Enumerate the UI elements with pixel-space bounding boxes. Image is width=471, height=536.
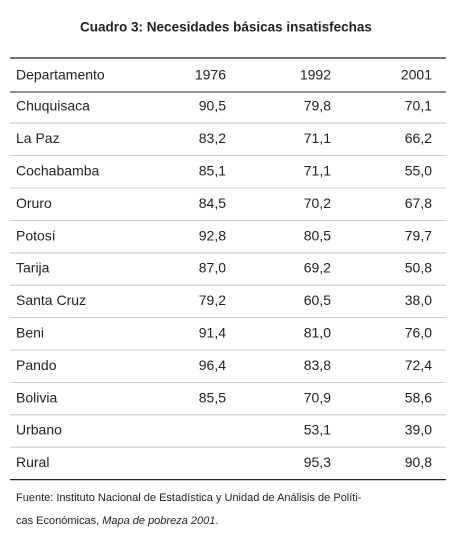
cell-value: 85,1 <box>199 163 226 179</box>
row-label: Chuquisaca <box>16 98 90 114</box>
cell-value: 79,8 <box>304 98 331 114</box>
cell-value: 70,9 <box>304 389 331 405</box>
cell-value: 71,1 <box>304 130 331 146</box>
row-label: Rural <box>16 454 49 470</box>
cell-value: 60,5 <box>304 292 331 308</box>
row-label: Pando <box>16 357 57 373</box>
cell-value: 83,2 <box>199 130 226 146</box>
footnote-text: cas Económicas, <box>16 515 102 527</box>
cell-value: 90,8 <box>405 454 432 470</box>
column-header: Departamento <box>16 67 105 83</box>
cell-value: 66,2 <box>405 130 432 146</box>
cell-value: 72,4 <box>405 357 432 373</box>
column-header: 1992 <box>300 67 331 83</box>
cell-value: 91,4 <box>199 325 226 341</box>
row-label: Bolivia <box>16 389 57 405</box>
cell-value: 95,3 <box>304 454 331 470</box>
cell-value: 76,0 <box>405 325 432 341</box>
footnote-line: Fuente: Instituto Nacional de Estadístic… <box>16 492 362 504</box>
cell-value: 87,0 <box>199 260 226 276</box>
cell-value: 69,2 <box>304 260 331 276</box>
footnote-text: . <box>215 515 218 527</box>
row-label: Beni <box>16 325 44 341</box>
cell-value: 79,2 <box>199 292 226 308</box>
source-title: Mapa de pobreza 2001 <box>102 515 215 527</box>
row-label: Urbano <box>16 422 62 438</box>
column-header: 1976 <box>195 67 226 83</box>
cell-value: 39,0 <box>405 422 432 438</box>
cell-value: 92,8 <box>199 227 226 243</box>
cell-value: 67,8 <box>405 195 432 211</box>
row-label: Oruro <box>16 195 52 211</box>
cell-value: 90,5 <box>199 98 226 114</box>
row-label: Potosí <box>16 227 56 243</box>
row-label: La Paz <box>16 130 60 146</box>
cell-value: 81,0 <box>304 325 331 341</box>
cell-value: 53,1 <box>304 422 331 438</box>
cell-value: 58,6 <box>405 389 432 405</box>
cell-value: 80,5 <box>304 227 331 243</box>
cell-value: 85,5 <box>199 389 226 405</box>
cell-value: 79,7 <box>405 227 432 243</box>
column-header: 2001 <box>401 67 432 83</box>
cell-value: 70,1 <box>405 98 432 114</box>
cell-value: 84,5 <box>199 195 226 211</box>
row-label: Cochabamba <box>16 163 99 179</box>
cell-value: 71,1 <box>304 163 331 179</box>
cell-value: 38,0 <box>405 292 432 308</box>
cell-value: 55,0 <box>405 163 432 179</box>
table-title: Cuadro 3: Necesidades básicas insatisfec… <box>80 20 372 35</box>
row-label: Tarija <box>16 260 50 276</box>
footnote-line: cas Económicas, Mapa de pobreza 2001. <box>16 515 218 527</box>
cell-value: 83,8 <box>304 357 331 373</box>
cell-value: 96,4 <box>199 357 226 373</box>
cell-value: 50,8 <box>405 260 432 276</box>
cell-value: 70,2 <box>304 195 331 211</box>
row-label: Santa Cruz <box>16 292 86 308</box>
